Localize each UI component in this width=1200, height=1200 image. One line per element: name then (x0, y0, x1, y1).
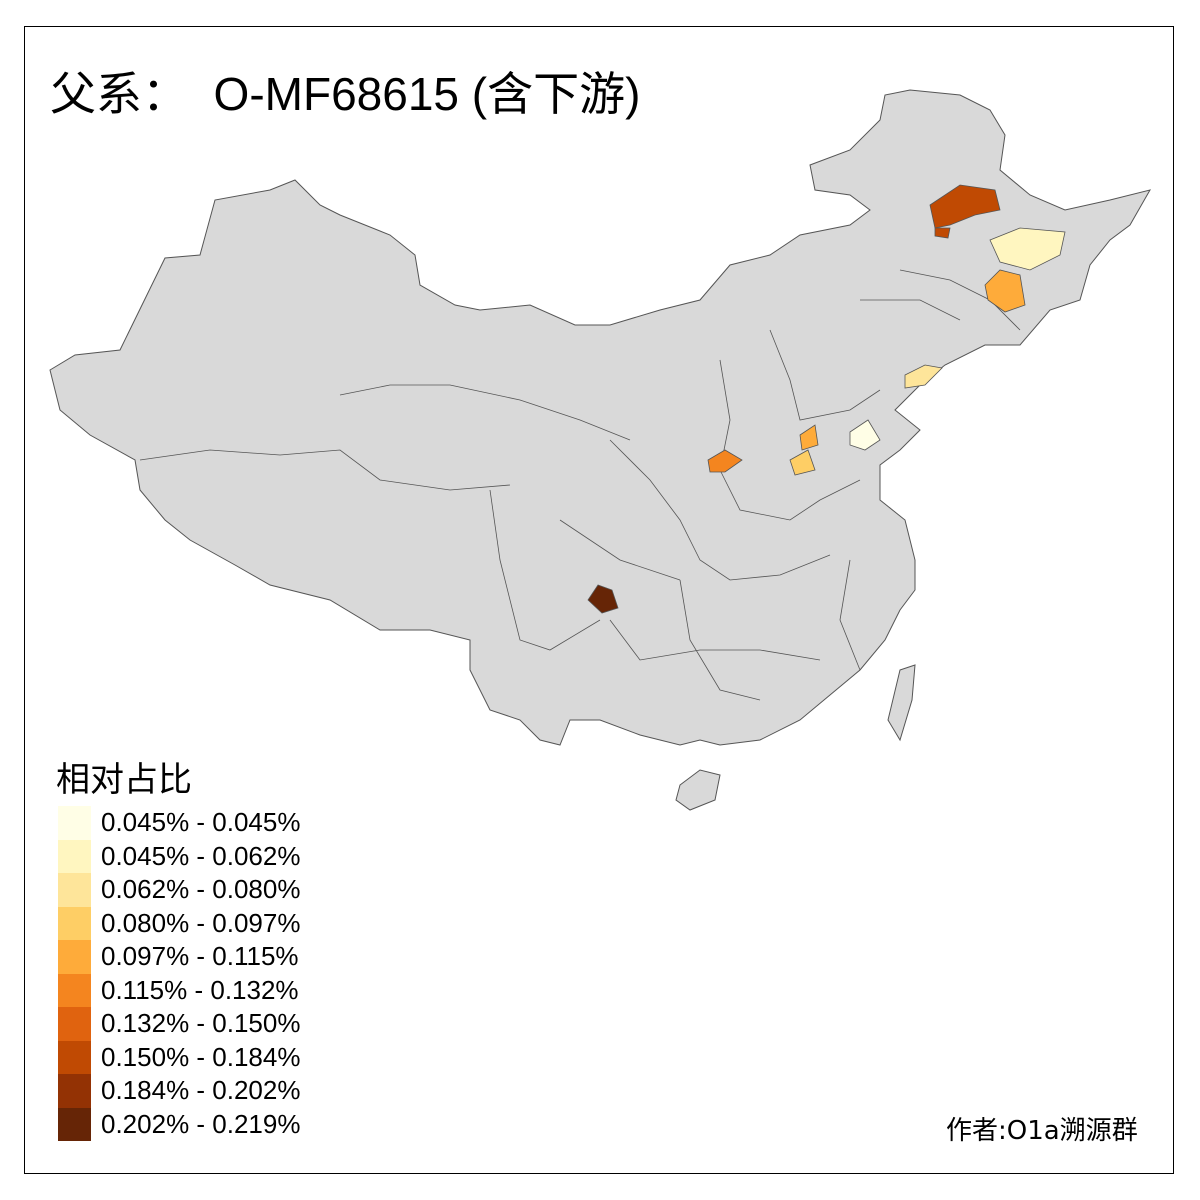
legend-item: 0.080% - 0.097% (58, 906, 301, 940)
map-frame (24, 26, 1174, 1174)
legend-swatch (58, 1074, 91, 1108)
legend-label: 0.045% - 0.045% (101, 807, 301, 838)
author-credit: 作者:O1a溯源群 (946, 1116, 1138, 1146)
region-hebei (799, 424, 819, 451)
legend-swatch (58, 1007, 91, 1041)
legend-item: 0.115% - 0.132% (58, 973, 300, 1007)
legend-swatch (58, 839, 91, 873)
legend-label: 0.062% - 0.080% (101, 874, 301, 905)
region-small-north (934, 227, 951, 239)
legend-label: 0.115% - 0.132% (101, 974, 299, 1005)
legend-swatch (58, 873, 91, 907)
legend-swatch (58, 1107, 91, 1141)
hainan-island (675, 769, 721, 811)
highlighted-regions (587, 184, 1066, 614)
region-shandong (849, 419, 881, 451)
legend-swatch (58, 906, 91, 940)
china-landmass (49, 89, 1152, 746)
legend-label: 0.184% - 0.202% (101, 1075, 301, 1106)
legend-label: 0.097% - 0.115% (101, 941, 299, 972)
map-title: 父系： O-MF68615 (含下游) (50, 68, 641, 120)
region-shanxi (707, 449, 743, 473)
legend-item: 0.045% - 0.045% (58, 806, 300, 840)
region-henan (789, 449, 816, 476)
legend-swatch (58, 973, 91, 1007)
region-qiqihar (929, 184, 1001, 229)
province-borders (139, 269, 1021, 701)
region-sichuan (587, 584, 619, 614)
legend: 0.045% - 0.045% 0.045% - 0.062% 0.062% - 0… (58, 806, 300, 1141)
legend-swatch (58, 1040, 91, 1074)
legend-label: 0.202% - 0.219% (101, 1108, 301, 1139)
legend-label: 0.080% - 0.097% (101, 907, 301, 938)
legend-title: 相对占比 (56, 760, 192, 800)
legend-label: 0.150% - 0.184% (101, 1041, 301, 1072)
legend-swatch (58, 806, 91, 840)
legend-item: 0.062% - 0.080% (58, 873, 300, 907)
legend-item: 0.150% - 0.184% (58, 1040, 301, 1074)
taiwan-island (887, 664, 916, 742)
region-jilin-south (984, 269, 1026, 313)
legend-label: 0.132% - 0.150% (101, 1008, 301, 1039)
legend-item: 0.132% - 0.150% (58, 1007, 300, 1041)
legend-item: 0.045% - 0.062% (58, 839, 301, 873)
region-jilin-north (989, 227, 1066, 271)
legend-label: 0.045% - 0.062% (101, 840, 301, 871)
legend-item: 0.097% - 0.115% (58, 940, 300, 974)
legend-item: 0.202% - 0.219% (58, 1107, 301, 1141)
legend-swatch (58, 940, 91, 974)
legend-item: 0.184% - 0.202% (58, 1074, 300, 1108)
region-dalian (904, 364, 943, 389)
